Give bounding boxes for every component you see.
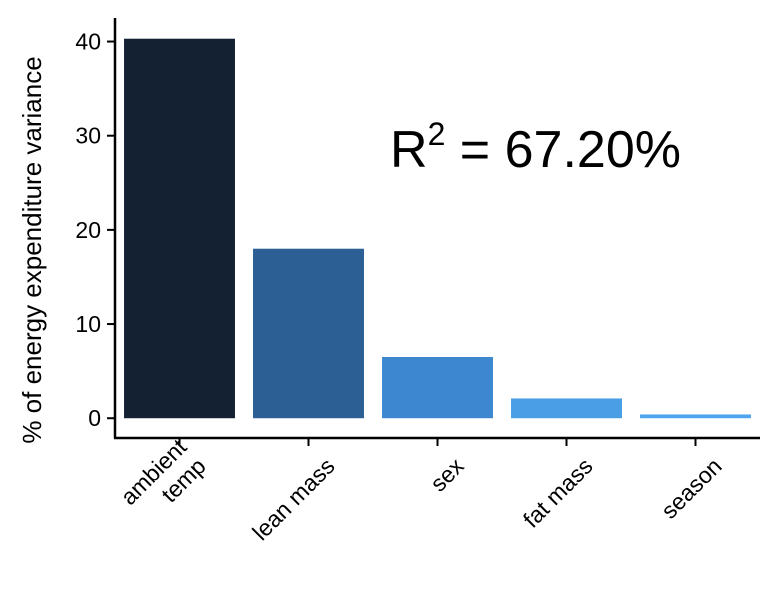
x-tick-label-group: sex xyxy=(425,452,469,496)
r-squared-value: = 67.20% xyxy=(445,121,681,179)
bars xyxy=(124,38,751,419)
bar-sex xyxy=(382,357,493,419)
bar-ambient-temp xyxy=(124,38,235,419)
bar-fat-mass xyxy=(511,398,622,419)
y-tick-label: 10 xyxy=(75,311,101,337)
x-tick-label: lean mass xyxy=(247,453,340,546)
r-squared-superscript: 2 xyxy=(428,116,446,152)
x-tick-label: fat mass xyxy=(518,453,598,533)
y-tick-label: 20 xyxy=(75,217,101,243)
r-squared-annotation: R2 = 67.20% xyxy=(390,116,681,179)
y-ticks: 0 10 20 30 40 xyxy=(75,29,115,431)
x-tick-label: season xyxy=(656,453,727,524)
y-tick-label: 30 xyxy=(75,123,101,149)
x-tick-label-group: lean mass xyxy=(247,453,340,546)
y-axis-title: % of energy expenditure variance xyxy=(17,56,47,443)
x-tick-label-group: fat mass xyxy=(518,453,598,533)
x-tick-label-group: season xyxy=(656,453,727,524)
bar-season xyxy=(640,414,751,419)
y-tick-label: 40 xyxy=(75,29,101,55)
bar-lean-mass xyxy=(253,248,364,419)
y-tick-label: 0 xyxy=(88,405,101,431)
r-squared-base: R xyxy=(390,121,428,179)
x-tick-label: sex xyxy=(425,452,469,496)
